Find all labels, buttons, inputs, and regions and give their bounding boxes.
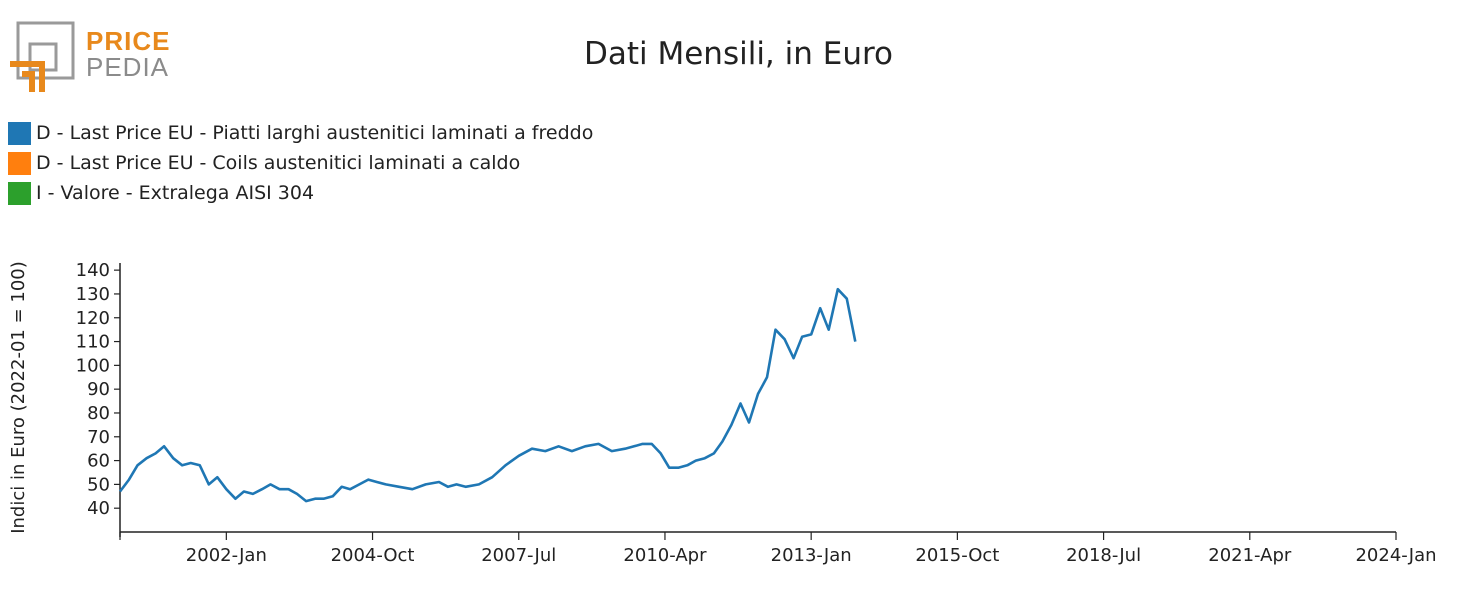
series-line-0 (118, 287, 857, 503)
x-tick-label: 2015-Oct (915, 545, 999, 566)
x-tick-label: 2024-Jan (1355, 545, 1436, 566)
y-tick-label: 80 (87, 403, 110, 424)
legend-swatch (8, 121, 31, 145)
legend-swatch (8, 181, 31, 205)
x-tick-label: 2007-Jul (481, 545, 556, 566)
logo-mark-icon (10, 21, 75, 92)
x-tick-label: 2010-Apr (623, 545, 707, 566)
y-tick-label: 130 (76, 284, 110, 305)
logo-text-price: PRICE (86, 26, 171, 56)
y-tick-label: 110 (76, 332, 110, 353)
y-axis-title: Indici in Euro (2022-01 = 100) (8, 261, 29, 534)
pricepedia-logo: PRICE PEDIA (8, 20, 171, 95)
x-tick-label: 2004-Oct (331, 545, 415, 566)
legend-label: D - Last Price EU - Piatti larghi austen… (36, 122, 594, 144)
legend-swatch (8, 151, 31, 175)
y-tick-label: 50 (87, 474, 110, 495)
chart-title: Dati Mensili, in Euro (583, 36, 894, 72)
legend-item-orange[interactable]: D - Last Price EU - Coils austenitici la… (8, 148, 593, 178)
y-tick-label: 60 (87, 451, 110, 472)
legend-item-green[interactable]: I - Valore - Extralega AISI 304 (8, 178, 593, 208)
x-tick-label: 2002-Jan (186, 545, 267, 566)
logo-text-pedia: PEDIA (86, 52, 170, 82)
legend-item-blue[interactable]: D - Last Price EU - Piatti larghi austen… (8, 118, 593, 148)
y-tick-label: 120 (76, 308, 110, 329)
y-tick-label: 90 (87, 379, 110, 400)
y-tick-label: 70 (87, 427, 110, 448)
legend-label: I - Valore - Extralega AISI 304 (36, 182, 315, 204)
x-tick-label: 2013-Jan (771, 545, 852, 566)
legend-label: D - Last Price EU - Coils austenitici la… (36, 152, 521, 174)
y-tick-label: 140 (76, 260, 110, 281)
y-tick-label: 100 (76, 355, 110, 376)
legend: D - Last Price EU - Piatti larghi austen… (8, 118, 593, 208)
y-tick-label: 40 (87, 498, 110, 519)
x-tick-label: 2021-Apr (1208, 545, 1292, 566)
x-tick-label: 2018-Jul (1066, 545, 1141, 566)
